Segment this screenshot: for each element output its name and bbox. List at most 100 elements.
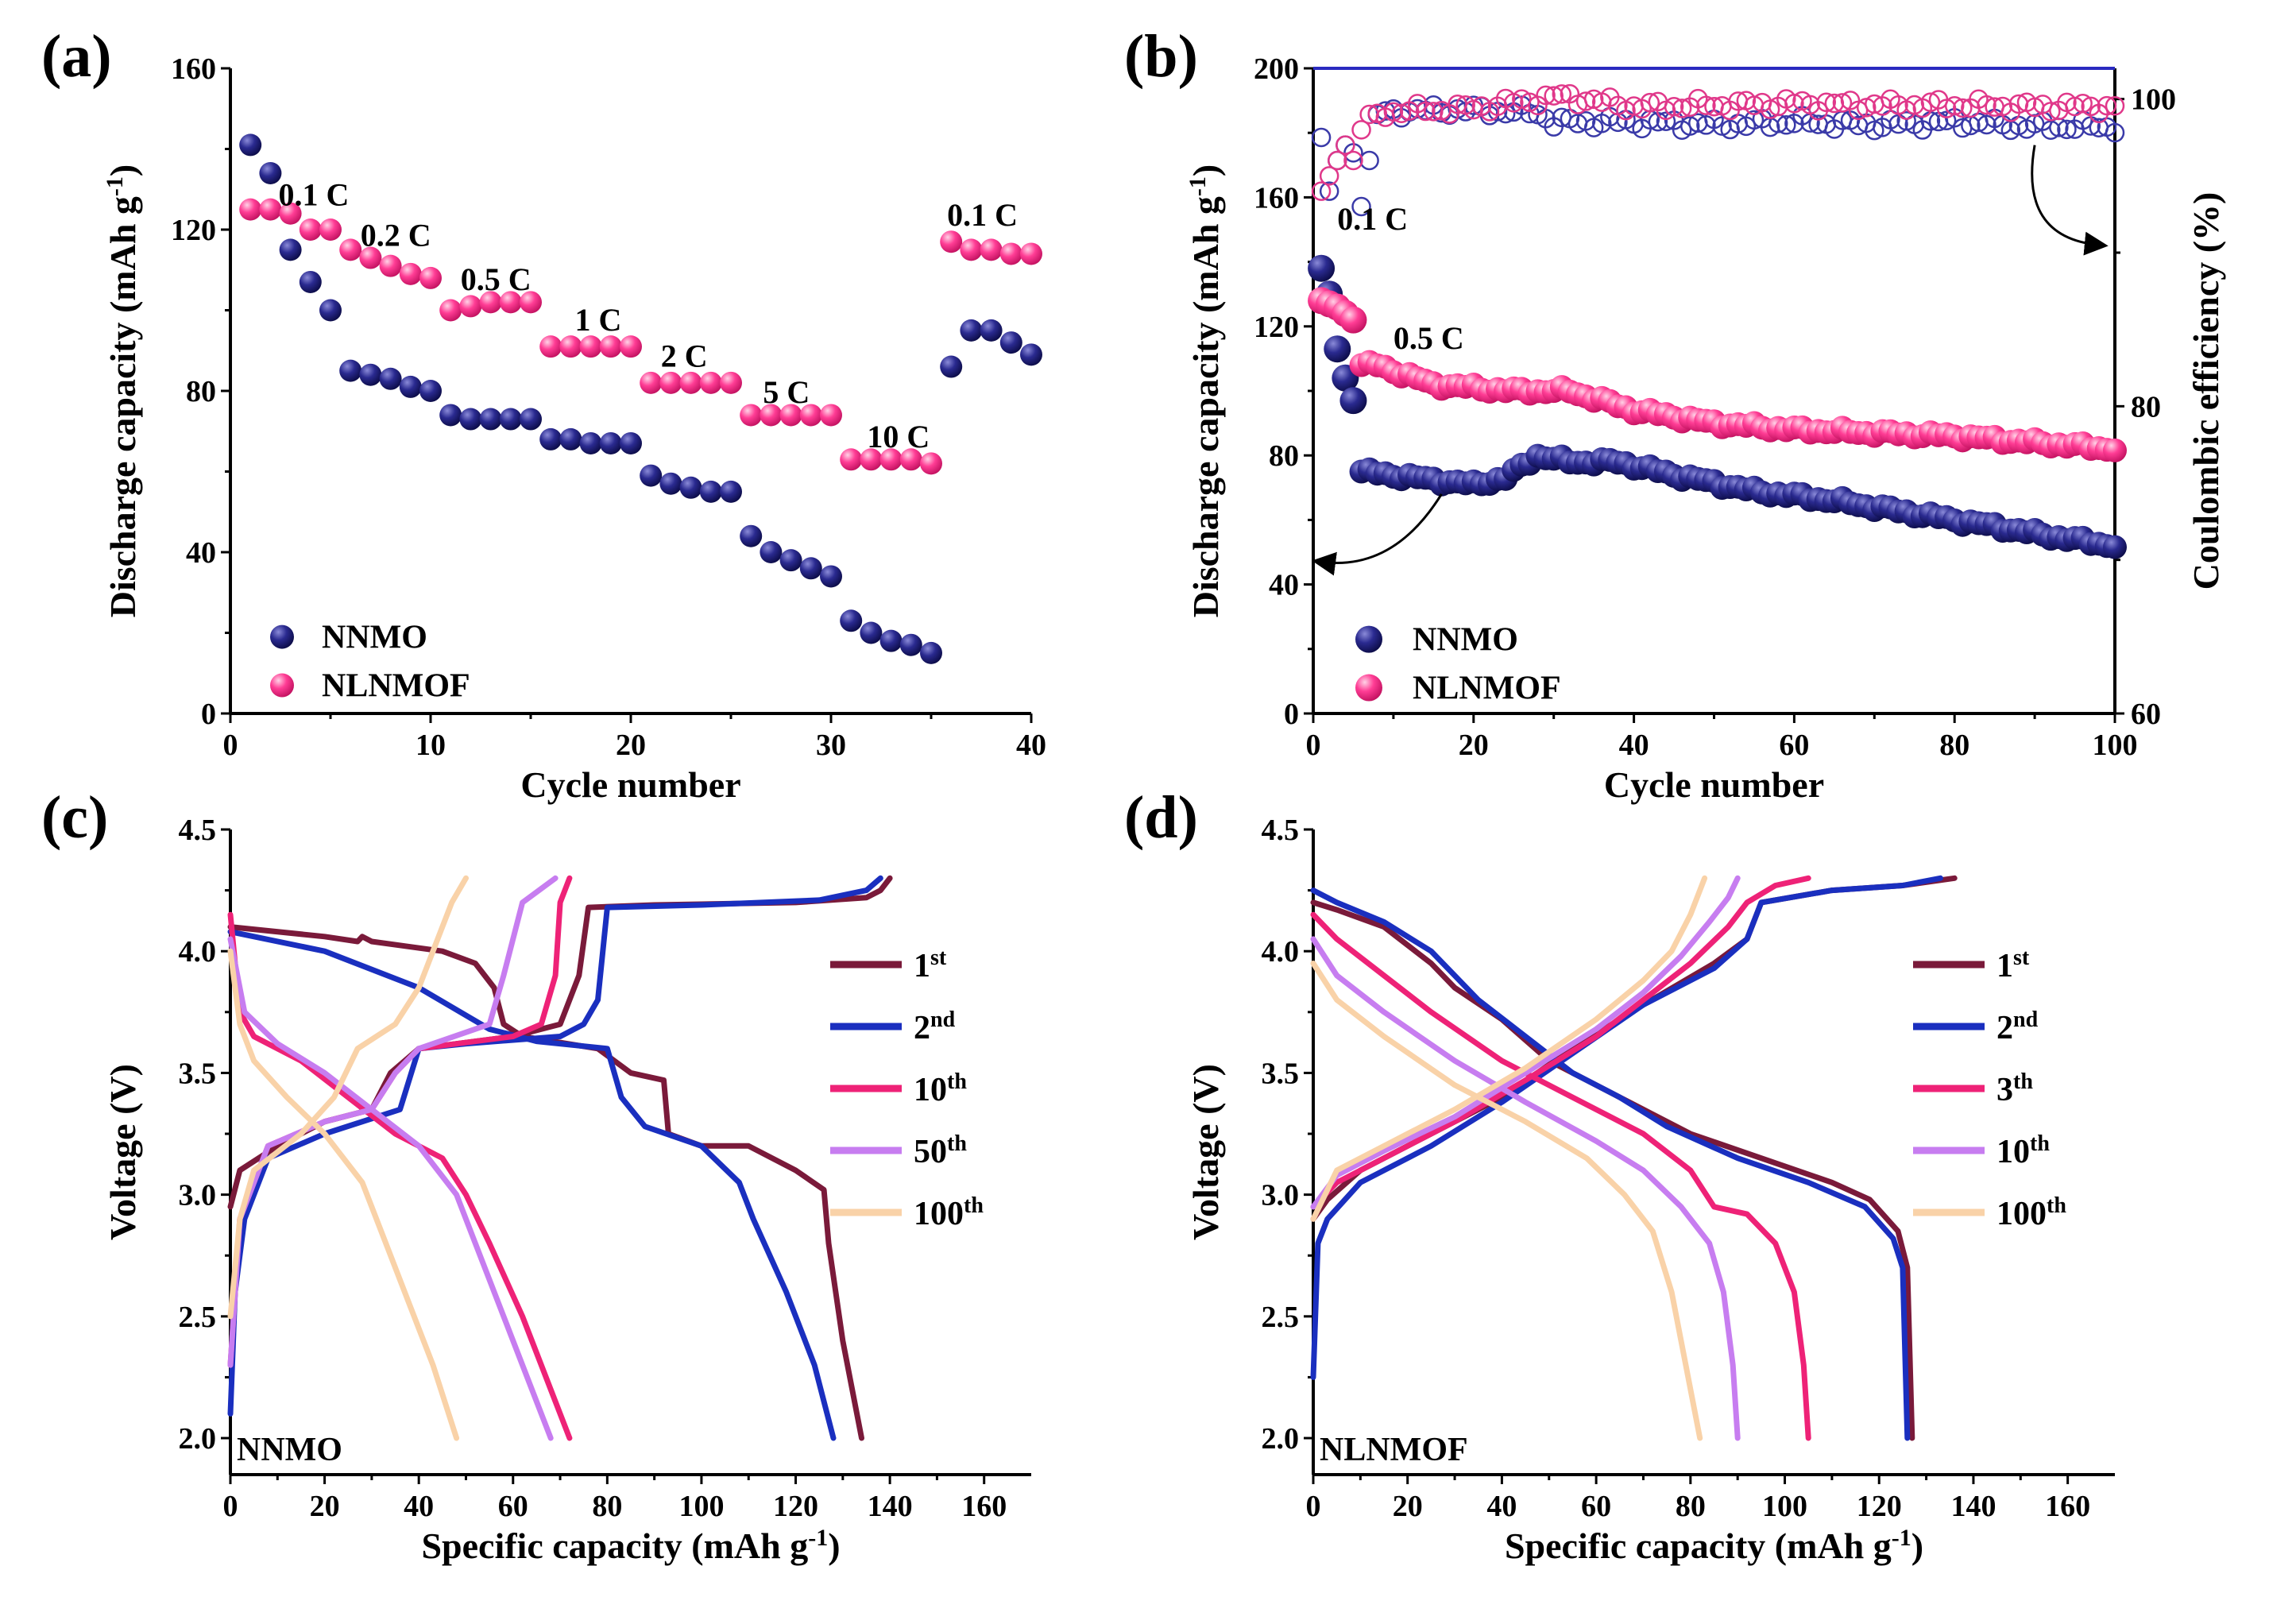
nlnmof-ce-point [1343,150,1363,171]
nlnmof-point [620,335,642,358]
nlnmof-ce-point [1311,181,1332,201]
nlnmof-ce-point [2073,94,2093,114]
nnmo-point [399,375,422,398]
nlnmof-point [319,218,342,241]
nnmo-ce-point [2041,120,2061,140]
nlnmof-ce-point [1760,99,1780,119]
nlnmof-point [879,448,903,471]
x-tick-label: 40 [1619,729,1649,762]
nlnmof-ce-point [1336,135,1355,155]
nlnmof-point [520,291,542,314]
inset-sample-label: NLNMOF [1320,1432,1468,1468]
nlnmof-ce-point [1351,120,1371,140]
rate-label: 10 C [867,419,930,454]
nlnmof-ce-point [1575,91,1596,111]
x-tick-label: 40 [404,1490,434,1523]
nlnmof-point [419,266,442,289]
x-tick-label: 80 [1939,729,1969,762]
nlnmof-ce-point [2041,102,2061,122]
y2-tick-label: 100 [2131,83,2176,117]
y-tick-label: 200 [1254,52,1299,86]
nnmo-point [339,359,362,382]
nnmo-point [1020,343,1042,366]
y-axis-label-exponent: -1 [102,176,128,196]
legend-ordinal-suffix: nd [930,1007,956,1032]
x-tick-label: 60 [498,1490,528,1523]
nnmo-point [439,404,462,427]
y-tick-label: 2.5 [1262,1301,1300,1334]
nlnmof-point [820,404,842,427]
y-axis-label: Discharge capacity (mAh g-1) [102,164,144,618]
nnmo-capacity-point [1308,254,1336,282]
legend-ordinal-suffix: th [947,1069,967,1094]
nnmo-point [319,299,342,322]
y2-axis-label: Coulombic efficiency (%) [2186,192,2226,590]
legend-ordinal-suffix: nd [2013,1007,2039,1032]
x-tick-label: 10 [416,729,446,762]
curve-10th-charge [227,875,573,1368]
legend-ordinal-suffix: th [2013,1069,2033,1094]
nnmo-point [499,408,522,431]
nnmo-ce-point [1311,127,1332,148]
y-tick-label: 2.0 [1262,1422,1300,1456]
nnmo-point [579,431,602,454]
legend-text-100th: 100th [914,1193,984,1233]
nnmo-point [359,363,382,386]
x-tick-label: 0 [1306,729,1321,762]
nlnmof-ce-point [1977,95,1996,115]
nnmo-ce-point [1680,116,1700,136]
nlnmof-ce-point [2105,96,2125,116]
nlnmof-ce-point [1664,97,1684,117]
y-tick-label: 120 [1254,311,1299,344]
x-tick-label: 60 [1581,1490,1611,1523]
nnmo-point [760,541,783,563]
nlnmof-ce-point [1520,92,1540,113]
nlnmof-point [579,335,602,358]
legend-nlnmof-text: NLNMOF [1413,671,1561,707]
legend-text-1st: 1st [914,945,947,985]
nlnmof-point [659,371,682,394]
legend-text-1st: 1st [1996,945,2030,985]
panel-a: 0 10 20 30 40 0 40 80 120 160 Cycle number Discharg… [41,23,1046,805]
nnmo-point [620,431,642,454]
x-tick-label: 0 [1306,1490,1321,1523]
legend-text-2nd: 2nd [914,1007,956,1047]
panel-b: 0 20 40 60 80 100 0 40 80 120 160 200 Cycle number Di… [1124,23,2226,805]
nnmo-ce-point [1744,110,1765,130]
curve-100th-discharge [227,948,460,1441]
nnmo-point [379,367,402,390]
nnmo-point [879,629,903,652]
nlnmof-ce-point [1583,89,1604,110]
x-tick-label: 120 [1857,1490,1902,1523]
nlnmof-ce-point [1319,166,1339,186]
nlnmof-ce-point [1424,102,1444,122]
rate-label: 2 C [661,338,708,374]
curve-1st-charge [1310,875,1958,1222]
nlnmof-point [980,238,1003,261]
nnmo-ce-point [1319,181,1339,201]
x-axis-label: Cycle number [1604,764,1824,805]
nnmo-point [779,549,802,572]
nlnmof-point [239,198,262,221]
curve-2nd-discharge [1310,887,1911,1441]
y2-tick-label: 80 [2131,390,2161,423]
nnmo-point [299,270,322,293]
nlnmof-ce-point [1552,84,1572,104]
y-tick-label: 40 [1269,569,1299,602]
y-tick-label: 0 [201,698,216,731]
y-tick-label: 0 [1284,698,1299,731]
nlnmof-point [899,448,922,471]
nlnmof-point [279,202,302,225]
nnmo-point [479,408,502,431]
nlnmof-ce-point [2097,95,2117,116]
nnmo-ce-point [2105,122,2125,143]
nnmo-point [419,380,442,402]
legend-ordinal-suffix: th [947,1131,967,1156]
panel-label: (d) [1124,784,1198,851]
curve-100th-charge [1310,875,1708,1222]
nnmo-point [679,476,702,499]
ce-axis-arrow [2031,145,2109,256]
nlnmof-ce-point [1816,92,1837,113]
nnmo-point [640,464,663,487]
y-tick-label: 4.0 [1262,935,1300,969]
